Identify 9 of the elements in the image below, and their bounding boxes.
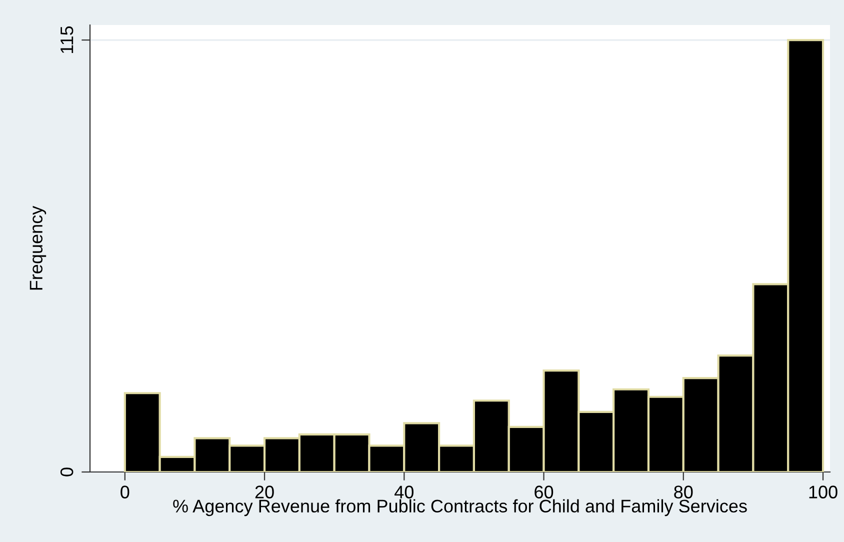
y-axis-title: Frequency [30, 206, 46, 290]
x-tick-label: 60 [534, 486, 554, 498]
x-axis-title: % Agency Revenue from Public Contracts for Child and Family Services [173, 499, 747, 516]
x-tick-label: 0 [120, 486, 130, 498]
x-tick-label: 100 [809, 486, 838, 498]
x-tick-label: 80 [674, 486, 693, 498]
y-tick-label: 115 [60, 26, 74, 54]
x-tick-label: 40 [394, 486, 414, 498]
x-tick-label: 20 [255, 486, 274, 498]
